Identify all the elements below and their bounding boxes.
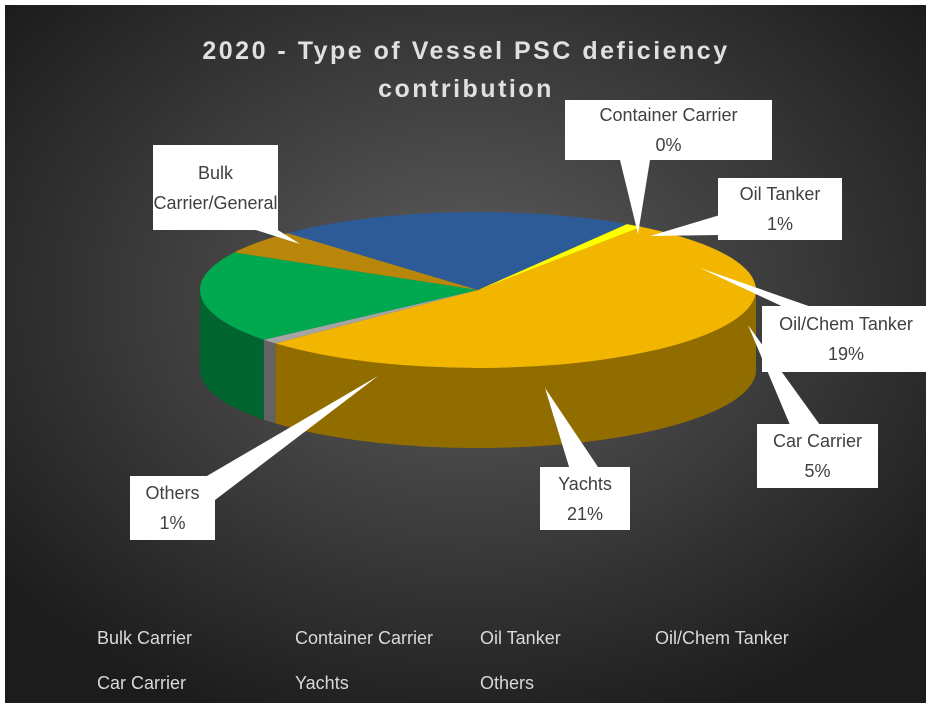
legend-item: Oil/Chem Tanker <box>655 628 789 649</box>
data-label-name: Yachts <box>558 473 612 494</box>
data-label: Oil/Chem Tanker 19% <box>762 306 930 372</box>
legend-item: Oil Tanker <box>480 628 561 649</box>
data-label-value: 0% <box>655 135 682 155</box>
data-label: Others 1% <box>130 476 215 540</box>
leader <box>545 388 600 470</box>
data-label-value: 1% <box>766 214 793 234</box>
data-label: Yachts 21% <box>540 467 630 530</box>
legend-item: Others <box>480 673 534 694</box>
slice-side <box>263 339 276 424</box>
leader <box>200 376 378 500</box>
legend-label: Container Carrier <box>295 628 434 648</box>
pie-sides <box>200 290 756 448</box>
slice-side <box>200 290 264 420</box>
slice <box>478 224 642 290</box>
legend-label: Oil/Chem Tanker <box>655 628 789 648</box>
legend-label: Yachts <box>295 673 349 693</box>
leader <box>650 215 720 236</box>
data-label: Container Carrier 0% <box>565 100 772 160</box>
legend-label: Others <box>480 673 535 693</box>
legend-label: Oil Tanker <box>480 628 561 648</box>
data-label-name: Oil Tanker <box>739 184 821 204</box>
data-label: Oil Tanker 1% <box>718 178 842 240</box>
data-label: Bulk Carrier/General <box>153 145 278 230</box>
legend-label: Car Carrier <box>97 673 187 693</box>
legend-label: Bulk Carrier <box>97 628 193 648</box>
leader <box>700 268 820 310</box>
data-label-value: 1% <box>159 513 186 533</box>
data-label: Car Carrier 5% <box>757 424 878 488</box>
slice <box>263 290 478 344</box>
data-label-value: 21% <box>566 503 604 524</box>
legend-item: Bulk Carrier <box>97 628 192 649</box>
legend-item: Yachts <box>295 673 349 694</box>
data-label-value: 19% <box>827 344 865 364</box>
slice <box>234 233 478 290</box>
data-label-name: Container Carrier <box>599 105 738 125</box>
chart-title: 2020 - Type of Vessel PSC deficiency con… <box>202 37 730 103</box>
data-label-name: Others <box>145 483 200 503</box>
legend-item: Container Carrier <box>295 628 433 649</box>
slice <box>200 252 478 340</box>
data-label-name: Bulk Carrier/General <box>153 162 278 213</box>
legend-item: Car Carrier <box>97 673 186 694</box>
data-label-name: Car Carrier <box>772 431 862 451</box>
slice <box>287 212 627 290</box>
leader <box>620 160 650 234</box>
slice-side <box>275 290 756 448</box>
slice <box>275 226 756 368</box>
data-label-value: 5% <box>804 461 831 481</box>
data-label-name: Oil/Chem Tanker <box>779 314 913 334</box>
pie-tops <box>200 212 756 368</box>
